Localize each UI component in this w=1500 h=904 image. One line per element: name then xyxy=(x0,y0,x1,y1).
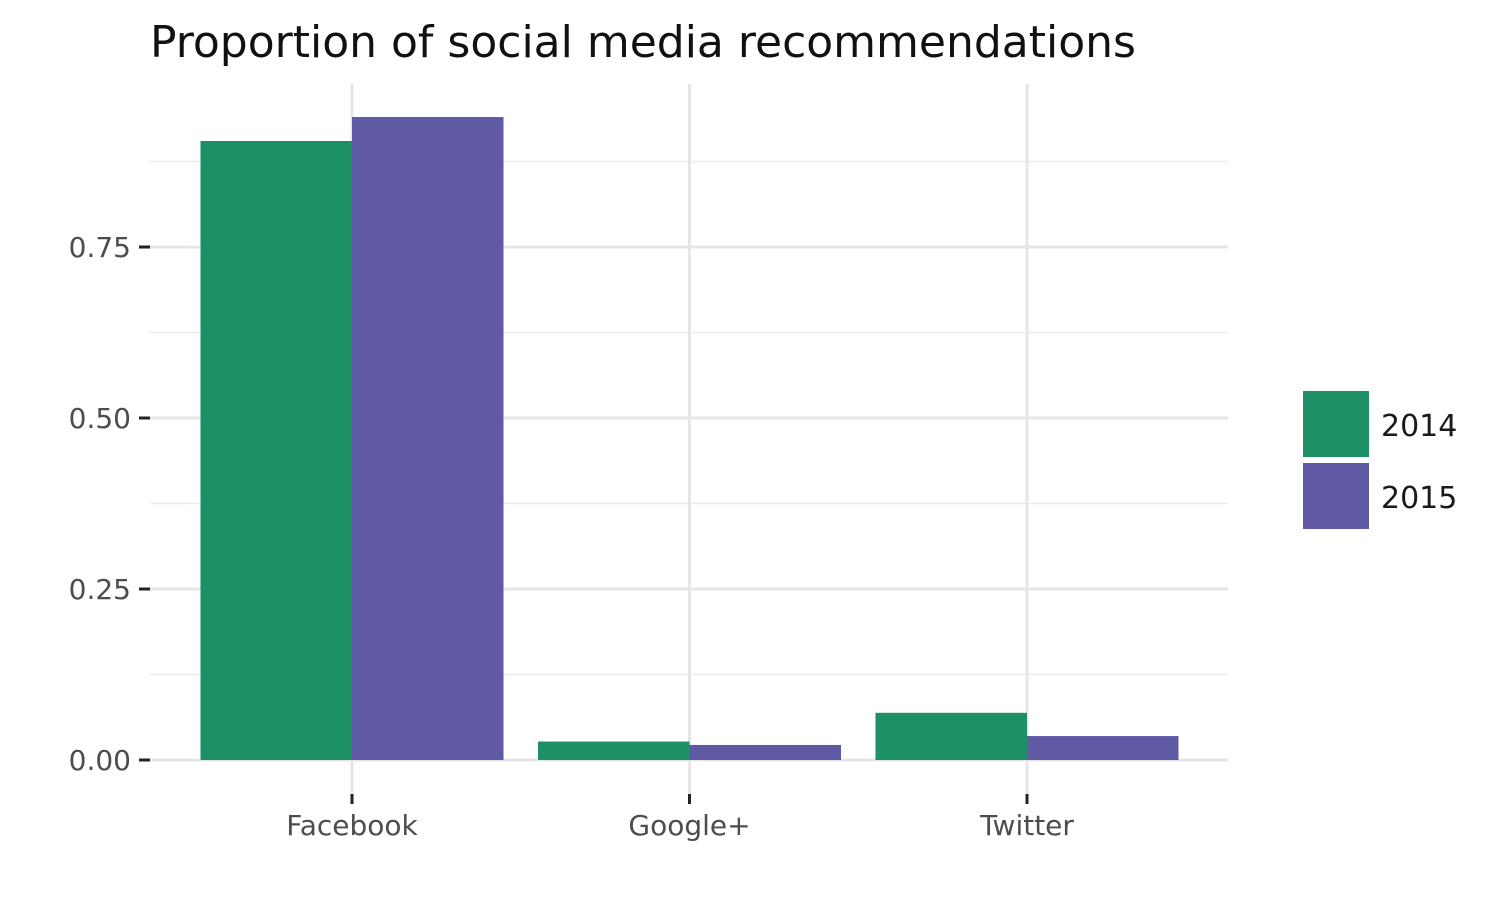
legend-label-2014: 2014 xyxy=(1381,409,1457,444)
legend-key-2015 xyxy=(1303,463,1369,529)
x-tick-label: Facebook xyxy=(286,809,418,842)
y-tick-label: 0.00 xyxy=(69,744,131,777)
x-tick-label: Google+ xyxy=(628,809,750,842)
legend-key-2014 xyxy=(1303,391,1369,457)
bar-2014-facebook xyxy=(200,140,352,761)
axes: 0.00 0.25 0.50 0.75 Facebook Google+ Twitter xyxy=(69,231,1075,842)
bar-2015-facebook xyxy=(352,117,504,761)
y-tick-label: 0.50 xyxy=(69,402,131,435)
y-tick-label: 0.25 xyxy=(69,573,131,606)
bar-2014-twitter xyxy=(875,712,1027,760)
legend-label-2015: 2015 xyxy=(1381,481,1457,516)
y-tick-label: 0.75 xyxy=(69,231,131,264)
legend: 2014 2015 xyxy=(1303,391,1457,529)
bar-2015-google xyxy=(689,744,841,760)
x-tick-label: Twitter xyxy=(979,809,1074,842)
bar-2014-google xyxy=(538,741,690,760)
chart-title: Proportion of social media recommendatio… xyxy=(150,17,1136,68)
bar-2015-twitter xyxy=(1027,736,1179,760)
bars xyxy=(200,117,1179,761)
